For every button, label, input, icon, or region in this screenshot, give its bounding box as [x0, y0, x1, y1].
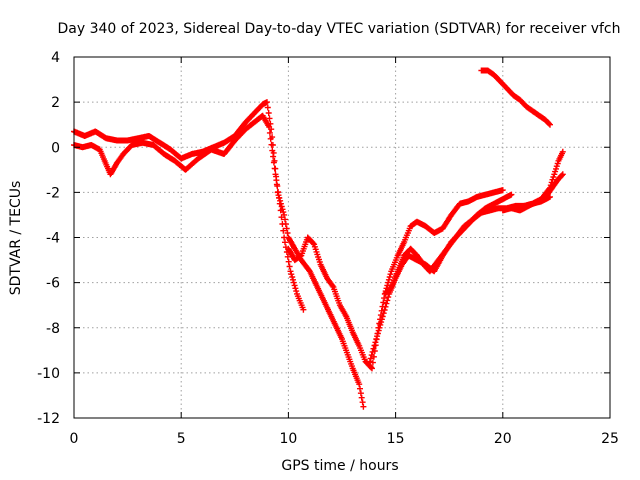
series-prn-c [285, 187, 506, 372]
x-tick-label: 25 [601, 431, 619, 447]
y-tick-label: 4 [51, 50, 60, 66]
series-prn-h [521, 148, 566, 209]
y-tick-label: -10 [37, 366, 60, 382]
y-tick-label: 2 [51, 95, 60, 111]
data-marks [71, 67, 566, 410]
y-tick-label: -6 [46, 276, 60, 292]
chart-title: Day 340 of 2023, Sidereal Day-to-day VTE… [57, 21, 620, 37]
plus-marks [71, 99, 367, 410]
y-tick-label: -12 [37, 411, 60, 427]
series-prn-a [71, 99, 367, 410]
y-tick-label: -4 [46, 231, 60, 247]
y-axis-label: SDTVAR / TECUs [8, 181, 24, 296]
y-tick-label: 0 [51, 140, 60, 156]
x-tick-label: 10 [279, 431, 297, 447]
plus-marks [478, 67, 553, 128]
x-tick-label: 15 [387, 431, 405, 447]
series-prn-f [478, 67, 553, 128]
x-tick-label: 5 [177, 431, 186, 447]
plus-marks [521, 148, 566, 209]
x-tick-label: 0 [70, 431, 79, 447]
plus-marks [285, 187, 506, 372]
x-axis-label: GPS time / hours [281, 458, 398, 474]
x-tick-label: 20 [494, 431, 512, 447]
y-tick-label: -2 [46, 185, 60, 201]
y-tick-label: -8 [46, 321, 60, 337]
